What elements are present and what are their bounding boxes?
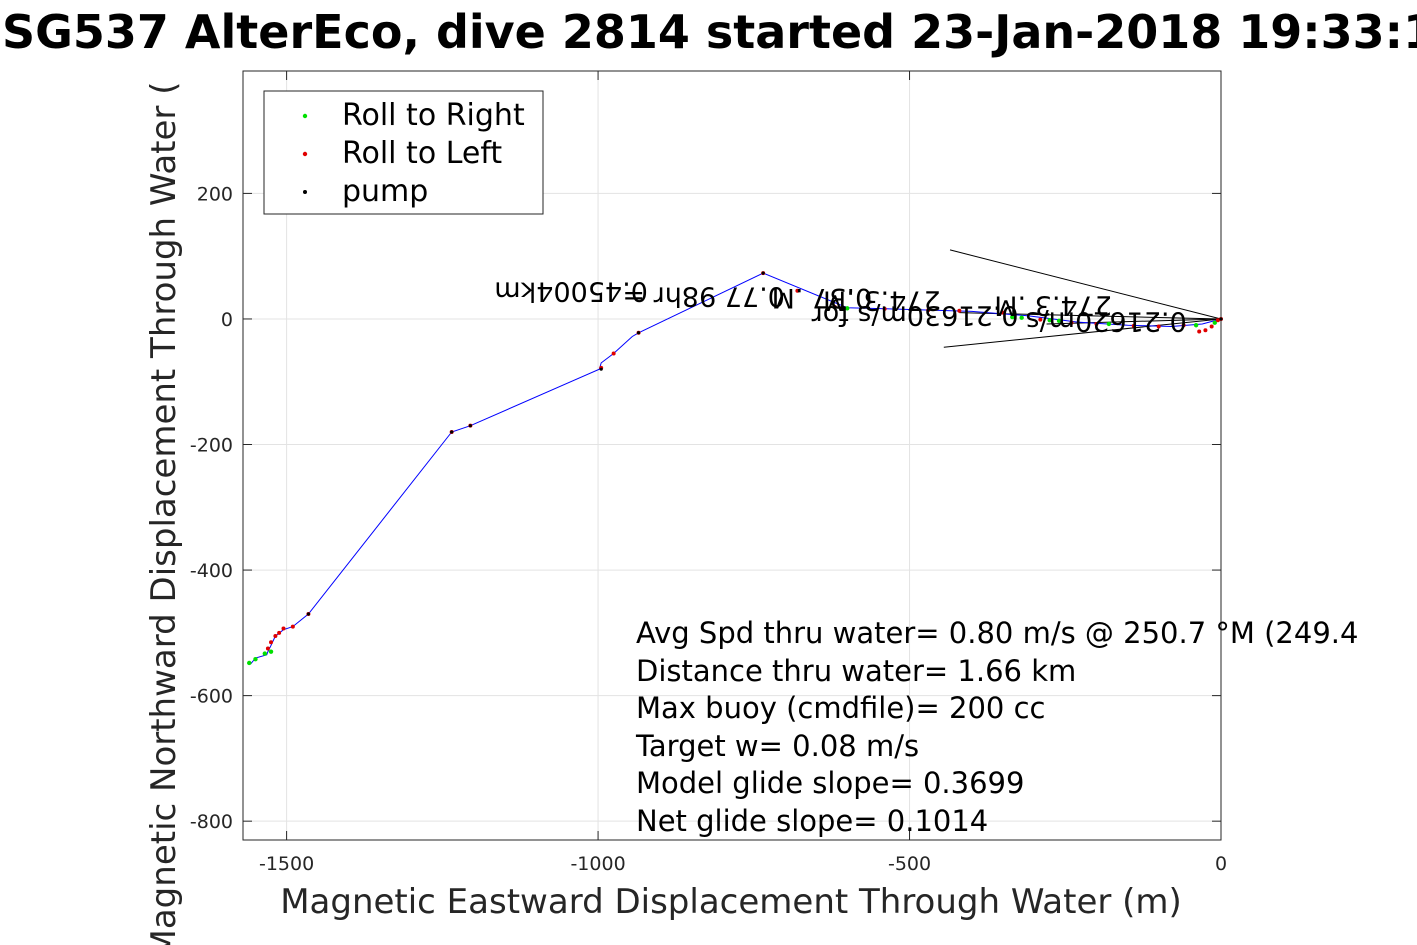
- roll-right-point: [1106, 321, 1112, 327]
- flipped-label: 0.21630m/s for: [811, 299, 1019, 330]
- roll-right-point: [268, 649, 274, 654]
- roll-left-point: [273, 633, 278, 638]
- heading-line: [943, 318, 1222, 348]
- legend-label-roll-left: Roll to Left: [342, 136, 502, 171]
- roll-right-point: [1010, 314, 1015, 320]
- roll-right-point: [247, 660, 252, 666]
- roll-right-point: [253, 657, 258, 662]
- ticks: -1500 -1000 -500 0 -800 -600 -400 -200 0 200: [190, 71, 1227, 875]
- roll-left-point: [1197, 329, 1202, 334]
- pump-point: [761, 271, 765, 275]
- roll-right-point: [1056, 318, 1062, 324]
- y-tick-label: 200: [197, 183, 233, 205]
- roll-left-point: [1215, 318, 1220, 323]
- roll-left-point: [611, 351, 616, 356]
- legend-marker-pump: [303, 190, 307, 194]
- legend: Roll to Right Roll to Left pump: [263, 90, 544, 215]
- annotation-net-glide: Net glide slope= 0.1014: [636, 804, 988, 838]
- pump-point: [468, 424, 472, 428]
- roll-left-point: [1069, 320, 1074, 325]
- roll-right-point: [1047, 318, 1052, 323]
- heading-line: [949, 249, 1222, 320]
- pump-point: [636, 331, 641, 335]
- annotation-max-buoy: Max buoy (cmdfile)= 200 cc: [636, 691, 1045, 725]
- legend-label-pump: pump: [342, 174, 428, 209]
- legend-label-roll-right: Roll to Right: [342, 98, 525, 133]
- y-tick-label: -200: [190, 435, 233, 457]
- flipped-label: 274.3 .M: [823, 284, 941, 315]
- annotations: Avg Spd thru water= 0.80 m/s @ 250.7 °M …: [635, 616, 1358, 838]
- pump-point: [599, 367, 603, 371]
- y-tick-label: -600: [190, 686, 233, 708]
- roll-left-point: [1209, 324, 1214, 329]
- legend-box: [263, 90, 544, 215]
- chart-title: SG537 AlterEco, dive 2814 started 23-Jan…: [2, 5, 1417, 59]
- roll-left-point: [269, 640, 274, 645]
- y-tick-label: 0: [221, 309, 233, 331]
- roll-right-point: [1019, 315, 1024, 320]
- y-tick-label: -400: [190, 560, 233, 582]
- flipped-label: 0.37 .M: [772, 282, 873, 313]
- heading-line: [1046, 318, 1222, 325]
- x-tick-label: -1000: [570, 853, 625, 875]
- flipped-label: 0.21620m/s: [1026, 306, 1187, 337]
- roll-left-point: [1094, 321, 1099, 326]
- roll-left-point: [882, 306, 887, 311]
- y-tick-label: -800: [190, 811, 233, 833]
- y-axis-label: Magnetic Northward Displacement Through …: [144, 82, 184, 945]
- roll-left-point: [290, 624, 295, 629]
- roll-left-point: [1131, 323, 1136, 328]
- roll-left-point: [277, 630, 282, 635]
- pump-point: [1219, 317, 1223, 321]
- flipped-label: 0.77 98hr =: [622, 281, 784, 312]
- roll-left-point: [1156, 324, 1161, 329]
- x-tick-label: -500: [888, 853, 931, 875]
- roll-left-point: [281, 626, 286, 631]
- grid: [243, 71, 1222, 840]
- annotation-distance: Distance thru water= 1.66 km: [636, 654, 1076, 688]
- markers: [247, 271, 1223, 666]
- annotation-avg-speed: Avg Spd thru water= 0.80 m/s @ 250.7 °M …: [636, 616, 1358, 650]
- roll-left-point: [265, 646, 270, 651]
- roll-left-point: [795, 288, 800, 293]
- legend-marker-roll-right: [302, 113, 308, 119]
- pump-point: [306, 612, 311, 616]
- plot-area: [242, 70, 1222, 841]
- legend-marker-roll-left: [302, 151, 308, 157]
- x-axis-label: Magnetic Eastward Displacement Through W…: [280, 882, 1182, 922]
- x-tick-label: -1500: [259, 853, 314, 875]
- roll-right-point: [1212, 320, 1217, 325]
- roll-left-point: [957, 308, 962, 313]
- roll-right-point: [845, 306, 850, 311]
- annotation-target-w: Target w= 0.08 m/s: [635, 729, 919, 763]
- annotation-model-glide: Model glide slope= 0.3699: [636, 766, 1024, 800]
- pump-point: [450, 430, 454, 434]
- flipped-label: 274.3 .M: [994, 289, 1112, 320]
- x-tick-label: 0: [1215, 853, 1227, 875]
- roll-left-point: [1038, 317, 1043, 322]
- roll-right-point: [262, 651, 268, 656]
- roll-right-point: [1193, 323, 1199, 328]
- roll-left-point: [832, 305, 837, 310]
- flipped-label: 0.45004km: [494, 276, 648, 307]
- roll-left-point: [1181, 323, 1186, 328]
- roll-left-point: [1000, 310, 1005, 315]
- roll-left-point: [1203, 328, 1208, 333]
- roll-left-point: [926, 308, 931, 313]
